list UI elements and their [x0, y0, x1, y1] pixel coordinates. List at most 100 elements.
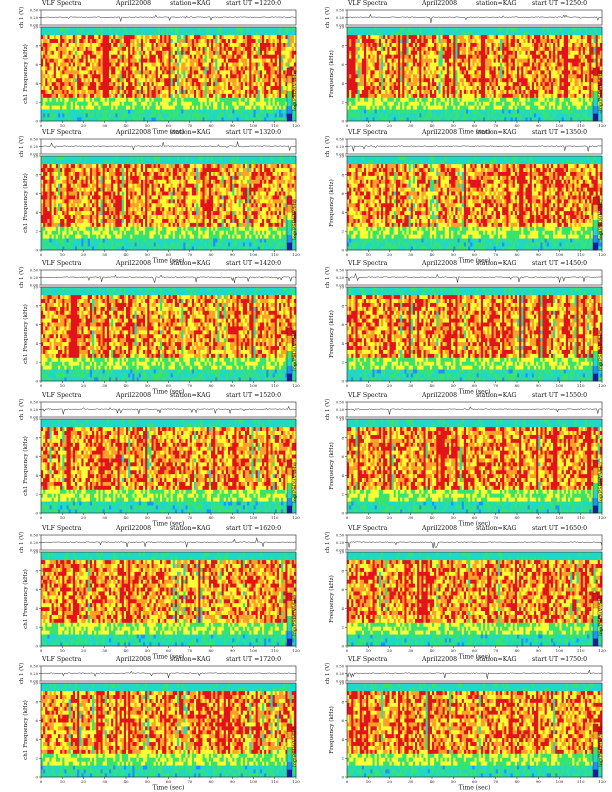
- spectrogram-cell: [213, 117, 216, 122]
- spectrogram-cell: [270, 30, 273, 36]
- spectrogram-cell: [281, 54, 284, 59]
- spectrogram-cell: [75, 27, 78, 32]
- spectrogram-cell: [79, 62, 82, 67]
- spectrogram-cell: [236, 58, 239, 63]
- spectrogram-cell: [378, 54, 382, 59]
- spectrogram-cell: [113, 105, 116, 110]
- spectrogram-cell: [62, 70, 65, 75]
- spectrogram-cell: [134, 109, 137, 114]
- spectrogram-cell: [285, 117, 288, 122]
- spectrogram-cell: [262, 105, 265, 110]
- spectrogram-cell: [185, 105, 188, 110]
- spectrogram-cell: [368, 117, 371, 122]
- spectrogram-cell: [374, 97, 378, 102]
- spectrogram-cell: [132, 81, 135, 87]
- spectrogram-cell: [455, 46, 458, 51]
- spectrogram-cell: [451, 38, 454, 43]
- spectrogram-cell: [126, 117, 129, 122]
- spectrogram-cell: [53, 85, 57, 90]
- spectrogram-cell: [393, 93, 397, 98]
- spectrogram-cell: [60, 93, 63, 98]
- spectrogram-cell: [285, 54, 288, 59]
- spectrogram-cell: [130, 58, 133, 63]
- spectrogram-cell: [291, 30, 295, 36]
- spectrogram-cell: [157, 27, 161, 32]
- spectrogram-cell: [75, 93, 78, 98]
- spectrogram-cell: [487, 105, 490, 110]
- spectrogram-cell: [378, 46, 382, 51]
- spectrogram-cell: [121, 42, 125, 47]
- spectrogram-cell: [374, 38, 378, 43]
- spectrogram-cell: [200, 77, 203, 83]
- spectrogram-cell: [162, 54, 165, 59]
- spectrogram-cell: [463, 105, 467, 110]
- spectrogram-cell: [155, 50, 159, 55]
- spectrogram-cell: [449, 89, 452, 94]
- spectrogram-cell: [468, 109, 471, 114]
- spectrogram-cell: [47, 109, 50, 114]
- spectrogram-cell: [155, 27, 159, 32]
- spectrogram-cell: [225, 93, 229, 98]
- spectrogram-cell: [257, 105, 261, 110]
- spectrogram-cell: [41, 85, 44, 90]
- spectrogram-cell: [143, 74, 146, 79]
- spectrogram-cell: [92, 105, 95, 110]
- spectrogram-cell: [41, 70, 44, 75]
- spectrogram-cell: [400, 113, 403, 118]
- spectrogram-cell: [257, 101, 261, 106]
- spectrogram-cell: [436, 38, 439, 43]
- spectrogram-cell: [353, 85, 356, 90]
- spectrogram-cell: [249, 109, 252, 114]
- spectrogram-cell: [281, 93, 284, 98]
- spectrogram-cell: [466, 70, 469, 75]
- spectrogram-cell: [68, 85, 72, 90]
- spectrogram-cell: [60, 113, 63, 118]
- spectrogram-cell: [474, 30, 477, 36]
- spectrogram-cell: [172, 27, 176, 32]
- spectrogram-cell: [53, 113, 57, 118]
- spectrogram-cell: [502, 85, 505, 90]
- spectrogram-cell: [291, 93, 295, 98]
- spectrogram-cell: [500, 38, 503, 43]
- spectrogram-cell: [287, 34, 290, 40]
- spectrogram-cell: [395, 27, 399, 32]
- spectrogram-cell: [262, 93, 265, 98]
- spectrogram-cell: [483, 81, 486, 87]
- spectrogram-cell: [236, 46, 239, 51]
- spectrogram-cell: [353, 66, 356, 71]
- spectrogram-cell: [166, 113, 169, 118]
- spectrogram-cell: [255, 85, 259, 90]
- spectrogram-cell: [349, 27, 352, 32]
- spectrogram-cell: [491, 70, 494, 75]
- spectrogram-cell: [162, 70, 165, 75]
- spectrogram-cell: [217, 101, 220, 106]
- spectrogram-cell: [276, 74, 280, 79]
- spectrogram-cell: [242, 117, 246, 122]
- spectrogram-cell: [368, 58, 371, 63]
- spectrogram-cell: [406, 89, 409, 94]
- spectrogram-cell: [160, 85, 163, 90]
- spectrogram-cell: [198, 62, 201, 67]
- spectrogram-cell: [506, 50, 509, 55]
- spectrogram-cell: [461, 70, 465, 75]
- spectrogram-cell: [483, 46, 486, 51]
- spectrogram-cell: [285, 85, 288, 90]
- spectrogram-cell: [493, 77, 497, 83]
- spectrogram-cell: [240, 101, 244, 106]
- spectrogram-cell: [223, 50, 227, 55]
- spectrogram-cell: [449, 85, 452, 90]
- spectrogram-cell: [406, 93, 409, 98]
- spectrogram-cell: [204, 101, 208, 106]
- spectrogram-cell: [183, 70, 186, 75]
- spectrogram-cell: [421, 113, 424, 118]
- spectrogram-cell: [393, 54, 397, 59]
- spectrogram-cell: [398, 101, 401, 106]
- spectrogram-cell: [87, 117, 91, 122]
- spectrogram-cell: [89, 101, 93, 106]
- spectrogram-cell: [225, 38, 229, 43]
- spectrogram-cell: [385, 105, 388, 110]
- spectrogram-cell: [451, 89, 454, 94]
- spectrogram-cell: [432, 77, 435, 83]
- spectrogram-cell: [234, 42, 237, 47]
- spectrogram-cell: [446, 113, 450, 118]
